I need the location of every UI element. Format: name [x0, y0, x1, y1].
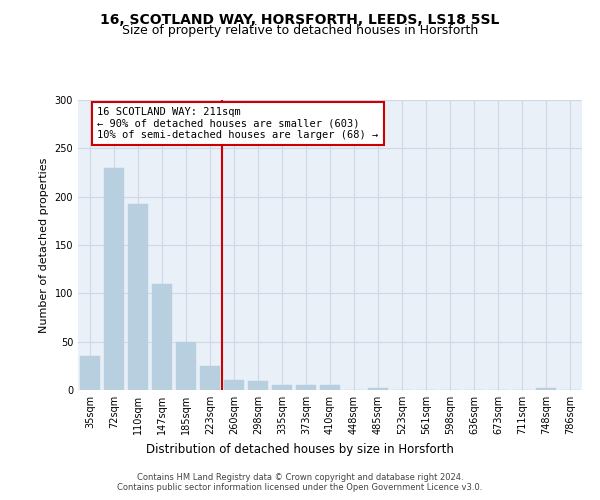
Bar — [224, 380, 244, 390]
Bar — [320, 385, 340, 390]
Bar — [296, 385, 316, 390]
Bar — [176, 342, 196, 390]
Bar — [80, 356, 100, 390]
Bar — [368, 388, 388, 390]
Text: 16, SCOTLAND WAY, HORSFORTH, LEEDS, LS18 5SL: 16, SCOTLAND WAY, HORSFORTH, LEEDS, LS18… — [100, 12, 500, 26]
Bar — [536, 388, 556, 390]
Bar — [272, 385, 292, 390]
Text: Size of property relative to detached houses in Horsforth: Size of property relative to detached ho… — [122, 24, 478, 37]
Text: 16 SCOTLAND WAY: 211sqm
← 90% of detached houses are smaller (603)
10% of semi-d: 16 SCOTLAND WAY: 211sqm ← 90% of detache… — [97, 107, 379, 140]
Bar — [152, 284, 172, 390]
Bar — [104, 168, 124, 390]
Bar — [248, 382, 268, 390]
Y-axis label: Number of detached properties: Number of detached properties — [39, 158, 49, 332]
Text: Distribution of detached houses by size in Horsforth: Distribution of detached houses by size … — [146, 442, 454, 456]
Text: Contains HM Land Registry data © Crown copyright and database right 2024.
Contai: Contains HM Land Registry data © Crown c… — [118, 472, 482, 492]
Bar — [200, 366, 220, 390]
Bar — [128, 204, 148, 390]
